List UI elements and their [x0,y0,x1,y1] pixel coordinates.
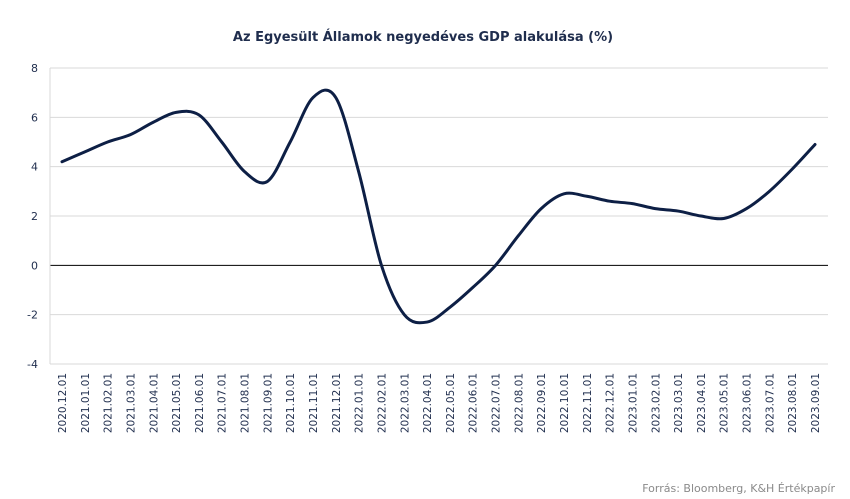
x-tick-label: 2021.05.01 [171,373,183,433]
x-tick-label: 2021.02.01 [103,373,115,433]
x-axis-ticks: 2020.12.01 2021.01.01 2021.02.01 2021.03.01… [57,373,822,433]
x-tick-label: 2021.09.01 [262,373,274,433]
x-tick-label: 2021.07.01 [217,373,229,433]
x-tick-label: 2022.07.01 [491,373,503,433]
x-tick-label: 2021.04.01 [148,373,160,433]
y-tick-label: 6 [31,111,38,124]
x-tick-label: 2020.12.01 [57,373,69,433]
x-tick-label: 2021.06.01 [194,373,206,433]
y-tick-label: 4 [31,161,38,174]
x-tick-label: 2022.05.01 [445,373,457,433]
x-tick-label: 2022.03.01 [399,373,411,433]
x-tick-label: 2023.04.01 [696,373,708,433]
x-tick-label: 2022.10.01 [559,373,571,433]
x-tick-label: 2022.06.01 [468,373,480,433]
series-line [60,88,817,325]
x-tick-label: 2023.01.01 [627,373,639,433]
y-tick-label: 8 [31,62,38,75]
x-tick-label: 2021.01.01 [80,373,92,433]
x-tick-label: 2023.09.01 [810,373,822,433]
x-tick-label: 2022.04.01 [422,373,434,433]
x-tick-label: 2021.03.01 [125,373,137,433]
x-tick-label: 2023.08.01 [787,373,799,433]
grid [49,67,828,365]
y-axis-ticks: 8 6 4 2 0 -2 -4 [27,62,38,371]
y-tick-label: -2 [27,309,38,322]
y-tick-label: 0 [31,259,38,272]
x-tick-label: 2023.07.01 [764,373,776,433]
x-tick-label: 2022.09.01 [536,373,548,433]
x-tick-label: 2023.02.01 [650,373,662,433]
x-tick-label: 2021.08.01 [240,373,252,433]
chart-title: Az Egyesült Államok negyedéves GDP alaku… [233,29,613,45]
x-tick-label: 2021.12.01 [331,373,343,433]
source-note: Forrás: Bloomberg, K&H Értékpapír [642,482,835,495]
x-tick-label: 2021.11.01 [308,373,320,433]
series-group [60,88,817,325]
x-tick-label: 2023.06.01 [742,373,754,433]
x-tick-label: 2022.01.01 [354,373,366,433]
x-tick-label: 2022.08.01 [513,373,525,433]
x-tick-label: 2023.05.01 [719,373,731,433]
x-tick-label: 2022.12.01 [605,373,617,433]
x-tick-label: 2021.10.01 [285,373,297,433]
y-tick-label: -4 [27,358,38,371]
x-tick-label: 2023.03.01 [673,373,685,433]
x-tick-label: 2022.02.01 [376,373,388,433]
x-tick-label: 2022.11.01 [582,373,594,433]
y-tick-label: 2 [31,210,38,223]
